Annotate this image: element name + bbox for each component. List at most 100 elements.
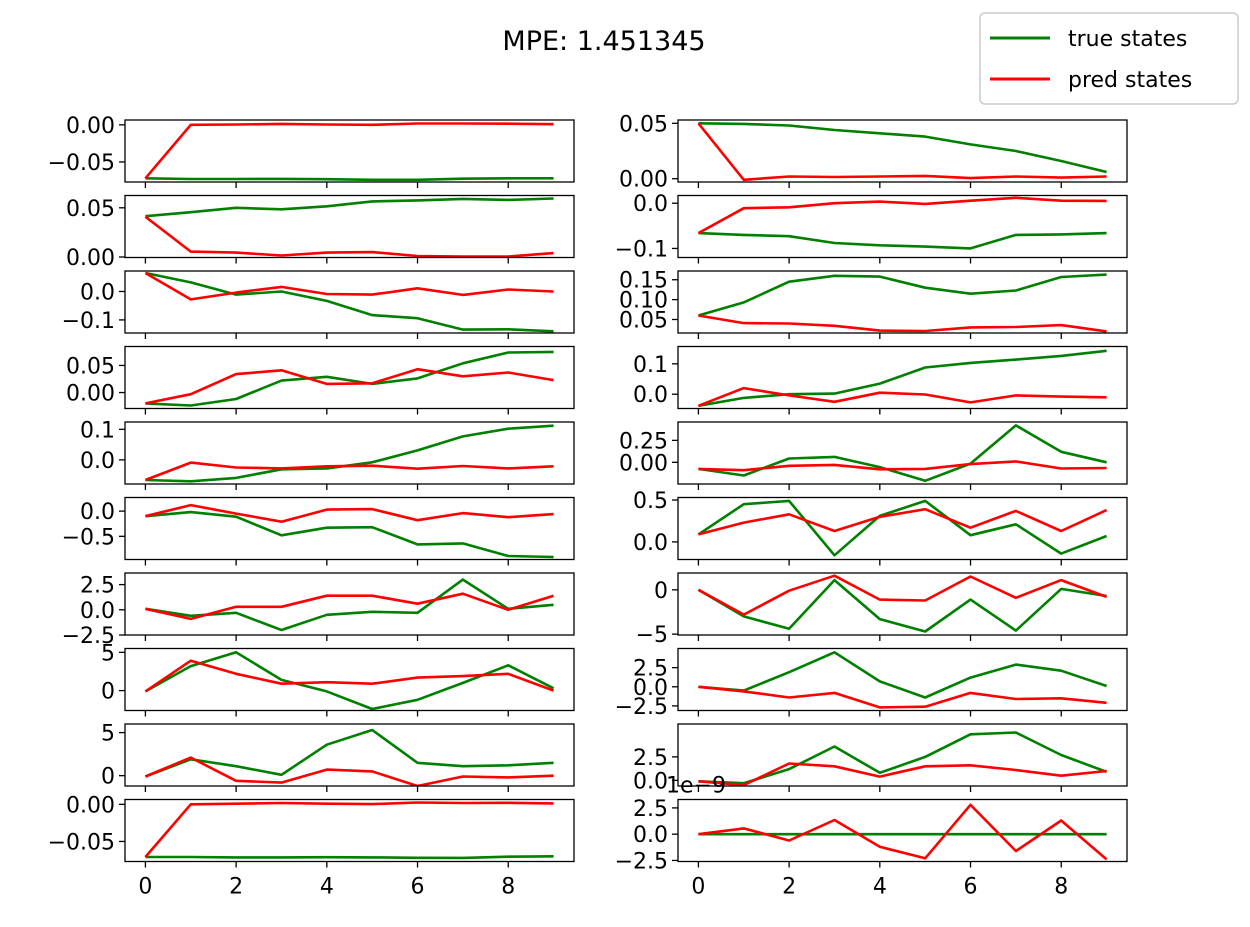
- subplot-r4-c1: 0.250.00: [619, 421, 1128, 490]
- axes-frame-r1-c1: [677, 194, 1128, 259]
- ytick-label-r7-c0-0: 5: [101, 641, 115, 666]
- series-line-pred-states-r1-c1: [697, 196, 1107, 235]
- xtick-label-r9-c0-0: 0: [138, 875, 152, 900]
- ytick-label-r7-c0-1: 0: [101, 680, 115, 705]
- ytick-label-r4-c0-1: 0.0: [80, 449, 115, 474]
- subplot-r7-c1: 2.50.0−2.5: [615, 647, 1128, 720]
- ytick-label-r1-c1-0: 0.0: [633, 192, 668, 217]
- xtick-label-r9-c1-4: 8: [1054, 875, 1068, 900]
- ytick-label-r4-c1-0: 0.25: [619, 429, 668, 454]
- ytick-label-r5-c1-1: 0.0: [633, 531, 668, 556]
- subplot-r3-c0: 0.05 0.00: [66, 345, 575, 415]
- ytick-label-r6-c1-0: 0: [654, 579, 668, 604]
- subplot-r3-c1: 0.10.0: [633, 345, 1128, 415]
- ytick-label-r6-c0-1: 0.0: [80, 599, 115, 624]
- ytick-label-r6-c0-0: 2.5: [80, 574, 115, 599]
- subplot-r8-c0: 50: [101, 722, 575, 792]
- ytick-label-r9-c1-0: 2.5: [633, 797, 668, 822]
- figure-title: MPE: 1.451345: [502, 26, 705, 57]
- series-line-pred-states-r6-c0: [145, 592, 554, 621]
- subplot-r1-c0: 0.05 0.00: [66, 194, 575, 271]
- ytick-label-r4-c0-0: 0.1: [80, 418, 115, 443]
- series-line-true-states-r5-c1: [697, 499, 1108, 557]
- ytick-label-r8-c0-1: 0: [101, 765, 115, 790]
- series-line-true-states-r0-c1: [698, 122, 1107, 174]
- series-line-pred-states-r0-c1: [697, 122, 1107, 182]
- series-line-true-states-r3-c0: [145, 350, 554, 407]
- ytick-label-r0-c0-0: 0.00: [66, 114, 115, 139]
- series-line-true-states-r5-c0: [145, 510, 554, 559]
- series-line-true-states-r0-c0: [145, 177, 554, 182]
- axes-frame-r9-c0: [124, 798, 575, 863]
- axes-frame-r0-c1: [677, 119, 1128, 183]
- xtick-label-r9-c0-3: 6: [411, 875, 425, 900]
- subplot-r0-c1: 0.05 0.00: [619, 112, 1128, 193]
- subplot-r0-c0: 0.00 −0.05: [48, 114, 575, 188]
- subplot-r9-c1: 2.50.0−2.5 0 2 4 6 8 1e−9: [615, 774, 1128, 900]
- ytick-label-r5-c0-1: −0.5: [62, 525, 115, 550]
- ytick-label-r9-c0-1: −0.05: [48, 830, 115, 855]
- legend: true states pred states: [979, 12, 1239, 105]
- series-line-pred-states-r0-c0: [144, 122, 554, 180]
- legend-frame: [979, 12, 1239, 105]
- xtick-label-r9-c0-1: 2: [229, 875, 243, 900]
- ytick-label-r0-c1-1: 0.00: [619, 168, 668, 193]
- axes-frame-r3-c1: [677, 345, 1128, 410]
- ytick-label-r7-c1-1: 0.0: [633, 676, 668, 701]
- xtick-label-r9-c1-2: 4: [873, 875, 887, 900]
- subplot-r9-c0: 0.00 −0.05 0 2 4 6 8: [48, 793, 575, 900]
- ytick-label-r2-c1-1: 0.10: [619, 289, 668, 314]
- axes-frame-r6-c1: [677, 572, 1128, 636]
- legend-label-true-states: true states: [1068, 27, 1187, 52]
- subplot-r6-c0: 2.50.0−2.5: [62, 572, 575, 649]
- series-line-true-states-r3-c1: [698, 349, 1107, 408]
- series-line-pred-states-r8-c0: [144, 756, 554, 786]
- ytick-label-r2-c1-2: 0.05: [619, 308, 668, 333]
- axes-frame-r4-c0: [124, 421, 575, 485]
- series-line-pred-states-r5-c0: [145, 503, 554, 524]
- ytick-label-r9-c0-0: 0.00: [66, 793, 115, 818]
- axes-frame-r9-c1: [677, 798, 1128, 863]
- series-line-pred-states-r3-c0: [145, 367, 554, 405]
- ytick-label-r8-c1-1: 0.0: [633, 769, 668, 794]
- ytick-label-r3-c0-0: 0.05: [66, 354, 115, 379]
- ytick-label-r5-c0-0: 0.0: [80, 500, 115, 525]
- ytick-label-r0-c0-1: −0.05: [48, 151, 115, 176]
- series-line-true-states-r6-c1: [697, 578, 1107, 633]
- series-line-pred-states-r2-c0: [144, 271, 554, 301]
- axes-frame-r5-c0: [124, 496, 575, 561]
- subplot-r5-c0: 0.0−0.5: [62, 496, 575, 566]
- ytick-label-r3-c0-1: 0.00: [66, 382, 115, 407]
- series-line-pred-states-r5-c1: [698, 507, 1108, 536]
- series-line-pred-states-r3-c1: [697, 386, 1107, 408]
- ytick-label-r5-c1-0: 0.5: [633, 489, 668, 514]
- subplot-r1-c1: 0.0 −0.1: [615, 192, 1128, 264]
- axes-frame-r0-c0: [124, 119, 575, 183]
- series-line-pred-states-r6-c1: [697, 574, 1108, 616]
- series-line-true-states-r8-c0: [144, 728, 554, 778]
- axes-frame-r3-c0: [124, 345, 575, 410]
- subplot-grid: 0.00−0.050.050.000.050.000.0−0.10.0−0.10…: [48, 112, 1128, 900]
- axes-frame-r8-c0: [124, 723, 575, 787]
- series-line-true-states-r1-c1: [698, 231, 1107, 250]
- series-line-pred-states-r1-c0: [144, 215, 554, 258]
- subplot-r2-c0: 0.0 −0.1: [62, 270, 575, 339]
- ytick-label-r2-c0-0: 0.0: [80, 280, 115, 305]
- ytick-label-r1-c0-1: 0.00: [66, 246, 115, 271]
- subplot-r7-c0: 50: [101, 641, 575, 717]
- series-line-pred-states-r7-c1: [698, 685, 1107, 709]
- series-line-pred-states-r9-c0: [144, 801, 554, 858]
- ytick-label-r8-c1-0: 2.5: [633, 746, 668, 771]
- series-line-pred-states-r7-c0: [144, 659, 555, 693]
- series-line-pred-states-r8-c1: [698, 762, 1107, 786]
- offset-text-r9-c1: 1e−9: [666, 774, 726, 799]
- ytick-label-r2-c0-1: −0.1: [62, 309, 115, 334]
- series-line-pred-states-r2-c1: [698, 314, 1107, 333]
- ytick-label-r8-c0-0: 5: [101, 722, 115, 747]
- xtick-label-r9-c0-4: 8: [501, 875, 515, 900]
- xtick-label-r9-c0-2: 4: [320, 875, 334, 900]
- series-line-true-states-r2-c0: [145, 271, 554, 333]
- subplot-r8-c1: 2.50.0: [633, 723, 1128, 794]
- xtick-label-r9-c1-3: 6: [964, 875, 978, 900]
- axes-frame-r7-c0: [124, 647, 575, 712]
